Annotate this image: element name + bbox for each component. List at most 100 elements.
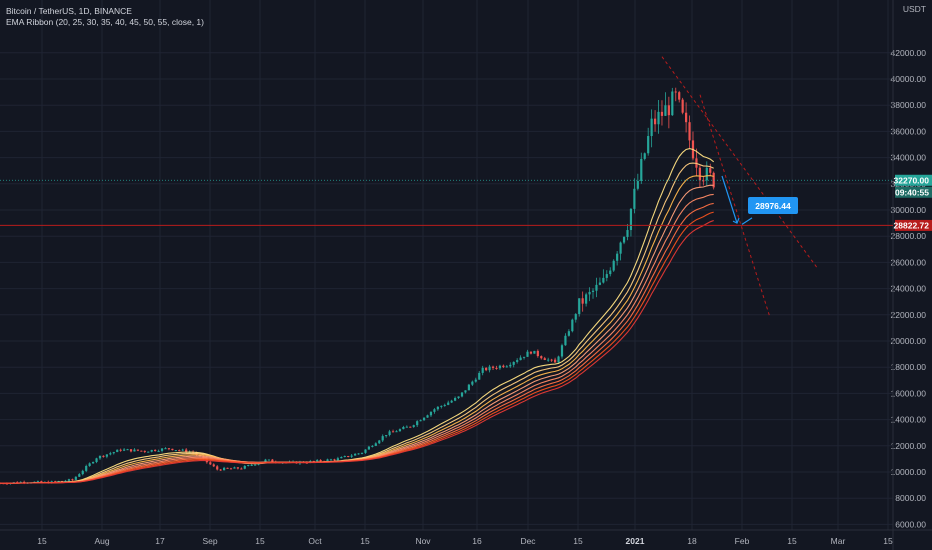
candle-body xyxy=(5,483,8,485)
time-tick-label: Nov xyxy=(415,536,431,546)
candle-body xyxy=(609,270,612,275)
price-tick-label: 10000.00 xyxy=(891,467,927,477)
support-price-badge: 28822.72 xyxy=(894,220,930,230)
price-tick-label: 8000.00 xyxy=(895,493,926,503)
price-tick-label: 16000.00 xyxy=(891,388,927,398)
candle-body xyxy=(591,290,595,292)
candle-body xyxy=(357,453,360,455)
candle-body xyxy=(212,464,215,467)
candle-body xyxy=(57,481,60,483)
price-tick-label: 22000.00 xyxy=(891,310,927,320)
last-price-badge-bg xyxy=(895,174,932,186)
candle-body xyxy=(98,455,102,459)
candle-body xyxy=(36,481,40,483)
candle-body xyxy=(685,112,688,123)
candle-body xyxy=(585,294,588,304)
candle-body xyxy=(364,449,367,453)
candle-body xyxy=(236,467,239,469)
candle-body xyxy=(385,435,388,437)
candle-body xyxy=(460,392,464,397)
candle-body xyxy=(133,449,136,452)
candle-body xyxy=(209,462,212,465)
candle-body xyxy=(605,274,608,278)
candle-body xyxy=(229,468,233,470)
candle-body xyxy=(316,459,319,462)
candle-body xyxy=(471,381,474,385)
candle-body xyxy=(140,450,143,452)
candle-body xyxy=(547,359,550,361)
candle-body xyxy=(391,431,395,433)
time-tick-label: 15 xyxy=(883,536,893,546)
candle-body xyxy=(350,455,353,457)
candle-body xyxy=(543,358,546,361)
candle-body xyxy=(16,482,19,484)
candle-body xyxy=(223,467,226,471)
candle-body xyxy=(378,440,381,444)
candle-body xyxy=(64,480,67,482)
time-tick-label: Mar xyxy=(831,536,846,546)
candle-body xyxy=(488,366,491,371)
candle-body xyxy=(512,361,515,365)
candle-body xyxy=(174,450,177,452)
candle-body xyxy=(450,400,453,403)
candle-body xyxy=(467,384,470,391)
candle-body xyxy=(171,448,174,451)
candle-body xyxy=(129,449,133,452)
candle-body xyxy=(412,425,415,427)
candle-body xyxy=(660,111,664,116)
time-tick-label: 15 xyxy=(787,536,797,546)
candle-body xyxy=(343,456,346,458)
price-tick-label: 20000.00 xyxy=(891,336,927,346)
candle-body xyxy=(154,449,157,451)
candle-body xyxy=(116,449,119,453)
candle-body xyxy=(616,253,619,261)
candle-body xyxy=(443,404,446,406)
projection-arrow[interactable] xyxy=(721,175,738,224)
candle-body xyxy=(505,366,508,368)
candle-body xyxy=(426,415,429,418)
time-tick-label: 15 xyxy=(573,536,583,546)
candle-body xyxy=(150,449,153,452)
candle-body xyxy=(71,479,74,481)
candle-body xyxy=(598,282,602,285)
time-tick-label: 15 xyxy=(37,536,47,546)
price-tick-label: 6000.00 xyxy=(895,519,926,529)
price-tick-label: 26000.00 xyxy=(891,257,927,267)
candle-body xyxy=(522,356,526,358)
candle-body xyxy=(622,236,626,243)
time-tick-label: 16 xyxy=(472,536,482,546)
candle-body xyxy=(619,242,622,254)
candle-body xyxy=(698,167,701,181)
symbol-title: Bitcoin / TetherUS, 1D, BINANCE xyxy=(6,6,132,16)
candle-body xyxy=(540,356,543,359)
candle-body xyxy=(485,367,488,371)
candle-body xyxy=(240,468,243,470)
candle-body xyxy=(267,459,271,461)
candle-body xyxy=(502,365,505,368)
price-tick-label: 34000.00 xyxy=(891,153,927,163)
time-tick-label: 17 xyxy=(155,536,165,546)
ema-ribbon-line-55 xyxy=(0,219,714,484)
candle-body xyxy=(216,466,219,470)
candle-body xyxy=(33,481,36,483)
trendline-lower[interactable] xyxy=(699,94,771,318)
candle-body xyxy=(109,453,112,455)
candle-body xyxy=(312,460,315,462)
candle-body xyxy=(60,481,64,483)
trendline-upper[interactable] xyxy=(661,56,819,270)
candle-body xyxy=(85,465,88,471)
target-price-badge[interactable] xyxy=(748,197,798,214)
time-tick-label: 18 xyxy=(687,536,697,546)
candle-body xyxy=(247,465,250,467)
candle-body xyxy=(422,417,426,421)
candle-body xyxy=(250,464,253,466)
candle-body xyxy=(123,449,126,451)
symbol-legend[interactable]: Bitcoin / TetherUS, 1D, BINANCE xyxy=(6,6,132,17)
target-price-label: 28976.44 xyxy=(755,201,791,211)
candle-body xyxy=(595,284,598,291)
candle-body xyxy=(226,467,229,469)
indicator-legend[interactable]: EMA Ribbon (20, 25, 30, 35, 40, 45, 50, … xyxy=(6,17,204,28)
time-tick-label: Oct xyxy=(308,536,322,546)
